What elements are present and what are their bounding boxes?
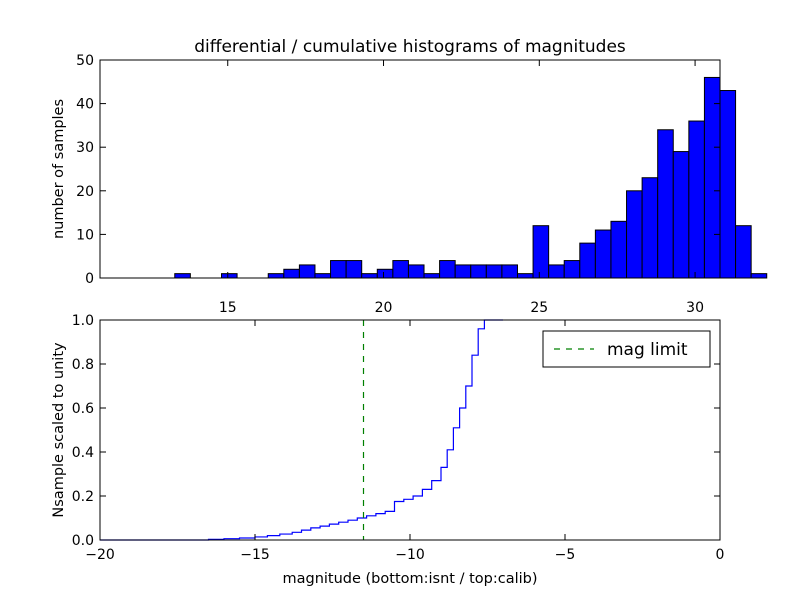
histogram-bar [454,264,472,279]
cumulative-x-tick-label: −5 [555,547,576,563]
histogram-bar [376,268,394,279]
histogram-bar [610,220,628,279]
cumulative-x-tick-label: −10 [395,547,425,563]
cumulative-x-ticks: −20 −15 −10 −5 0 [85,320,724,563]
histogram-y-tick-label: 20 [76,184,94,200]
histogram-bars [174,76,768,279]
histogram-bar [548,264,565,279]
histogram-x-tick-label: 20 [375,300,393,316]
histogram-bar [330,260,347,279]
histogram-bar [485,264,503,279]
histogram-y-tick-label: 30 [76,140,94,156]
cumulative-x-tick-label: −20 [85,547,115,563]
legend-box [542,330,711,368]
histogram-x-ticks: 15 20 25 30 [219,60,704,316]
cumulative-x-axis-label: magnitude (bottom:isnt / top:calib) [282,571,537,587]
cumulative-y-tick-label: 0.6 [72,401,94,417]
histogram-bar [392,260,409,279]
cumulative-y-tick-label: 1.0 [72,313,94,329]
histogram-bar [174,273,191,279]
histogram-bar [579,242,596,279]
histogram-axes: differential / cumulative histograms of … [51,37,768,316]
histogram-bar [672,151,690,279]
histogram-bar [407,264,425,279]
histogram-bar [719,90,737,279]
cumulative-x-tick-label: −15 [240,547,270,563]
cumulative-y-tick-label: 0.4 [72,445,94,461]
histogram-frame [99,59,721,279]
histogram-bar [688,120,705,279]
histogram-x-tick-label: 25 [530,300,548,316]
histogram-bar [361,273,378,279]
histogram-bar [470,264,487,279]
cumulative-step-line [100,319,503,541]
histogram-x-tick-label: 30 [686,300,704,316]
histogram-bar [657,129,674,279]
histogram-y-ticks: 0 10 20 30 40 50 [76,53,720,287]
histogram-bar [516,273,534,279]
cumulative-steps [100,319,503,541]
cumulative-y-tick-label: 0.0 [72,533,94,549]
histogram-y-axis-label: number of samples [51,99,67,239]
histogram-bar [314,273,332,279]
histogram-y-tick-label: 10 [76,227,94,243]
histogram-y-tick-label: 50 [76,53,94,69]
histogram-bar [641,177,659,279]
histogram-bar [563,260,581,279]
cumulative-x-tick-label: 0 [716,547,725,563]
histogram-bar [501,264,518,279]
histogram-x-tick-label: 15 [219,300,237,316]
histogram-bar [423,273,441,279]
histogram-bar [267,273,285,279]
legend-label: mag limit [607,340,688,360]
cumulative-y-axis-label: Nsample scaled to unity [51,342,67,518]
histogram-bar [221,273,238,279]
histogram-y-tick-label: 40 [76,97,94,113]
cumulative-y-tick-label: 0.2 [72,489,94,505]
histogram-bar [439,260,456,279]
legend: mag limit [542,330,711,368]
histogram-title: differential / cumulative histograms of … [194,37,626,57]
histogram-bar [283,268,300,279]
histogram-y-tick-label: 0 [85,271,94,287]
histogram-bar [298,264,316,279]
histogram-bar [594,229,612,279]
histogram-bar [532,225,550,279]
histogram-bar [345,260,363,279]
histogram-bar [626,190,643,279]
cumulative-y-ticks: 0.0 0.2 0.4 0.6 0.8 1.0 [72,313,720,549]
histogram-bar [735,225,752,279]
histogram-bar [750,273,768,279]
histogram-bar [703,76,721,279]
cumulative-axes: 0.0 0.2 0.4 0.6 0.8 1.0 −20 −15 −10 −5 0 magnitud… [51,313,724,587]
cumulative-y-tick-label: 0.8 [72,357,94,373]
